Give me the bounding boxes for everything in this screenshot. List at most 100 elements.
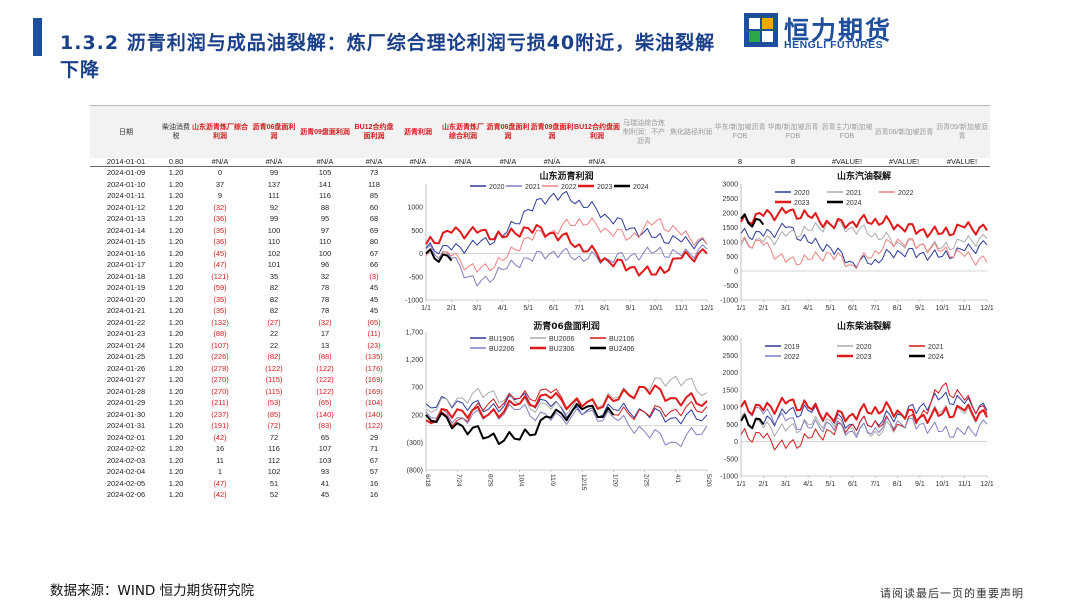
table-cell: 1.20 bbox=[168, 191, 184, 200]
y-tick-label: 1500 bbox=[722, 387, 738, 394]
legend-label: 2021 bbox=[928, 344, 944, 351]
table-cell: (176) bbox=[365, 363, 383, 373]
table-cell: 82 bbox=[269, 294, 279, 304]
table-cell: (226) bbox=[211, 352, 229, 361]
table-cell: 2024-02-04 bbox=[106, 467, 146, 476]
x-tick-label: 1/20 bbox=[611, 474, 618, 487]
table-cell: 72 bbox=[269, 432, 279, 442]
y-tick-label: 2500 bbox=[722, 196, 738, 203]
table-cell: 116 bbox=[319, 191, 331, 200]
table-cell: #N/A bbox=[409, 157, 427, 166]
y-tick-label: -500 bbox=[409, 274, 423, 281]
table-cell: (104) bbox=[365, 398, 383, 407]
y-tick-label: 1,700 bbox=[405, 330, 423, 337]
y-tick-label: 2000 bbox=[722, 370, 738, 377]
x-tick-label: 12/1 bbox=[700, 305, 714, 312]
table-cell: 29 bbox=[369, 432, 379, 442]
table-cell: #N/A bbox=[211, 157, 229, 166]
chart-title: 山东汽油裂解 bbox=[837, 170, 891, 182]
table-cell: 1.20 bbox=[168, 421, 184, 430]
table-row: 2024-01-26 1.20 (278) (122) (122) (176) bbox=[90, 363, 410, 375]
table-cell: 1.20 bbox=[168, 340, 184, 350]
table-cell: 8 bbox=[790, 157, 796, 166]
table-row: 2024-01-09 1.20 0 99 105 73 bbox=[90, 167, 410, 179]
table-cell: 93 bbox=[320, 467, 330, 476]
table-cell: 1.20 bbox=[168, 455, 184, 465]
table-cell: (53) bbox=[267, 398, 281, 407]
table-header-cell: 沥青06盘面利润 bbox=[252, 124, 296, 140]
series-line bbox=[740, 413, 765, 430]
y-tick-label: 1000 bbox=[407, 205, 423, 212]
x-tick-label: 1/1 bbox=[736, 305, 746, 312]
legend-label: 2024 bbox=[633, 184, 649, 191]
table-row: 2024-01-14 1.20 (35) 100 97 69 bbox=[90, 225, 410, 237]
table-cell: 2024-01-26 bbox=[106, 363, 146, 373]
table-cell: 1.20 bbox=[168, 409, 184, 419]
profit-table: 日期 柴油消费税 山东沥青炼厂综合利润 沥青06盘面利润 沥青09盘面利润 BU12合约盘… bbox=[90, 105, 990, 505]
series-line bbox=[740, 404, 988, 437]
table-cell: 96 bbox=[320, 260, 330, 269]
table-cell: 22 bbox=[269, 340, 279, 350]
x-tick-label: 9/1 bbox=[625, 305, 635, 312]
x-tick-label: 6/18 bbox=[424, 474, 431, 487]
table-row: 2024-01-15 1.20 (36) 110 110 80 bbox=[90, 236, 410, 248]
table-header-cell: 沥青06/新加坡沥青 bbox=[874, 128, 934, 136]
series-line bbox=[425, 384, 708, 425]
table-cell: (270) bbox=[211, 375, 229, 384]
table-cell: 22 bbox=[269, 329, 279, 338]
table-cell: #N/A bbox=[499, 157, 517, 166]
x-tick-label: 12/1 bbox=[980, 305, 994, 312]
x-tick-label: 2/1 bbox=[447, 305, 457, 312]
table-cell: 78 bbox=[320, 294, 330, 304]
x-tick-label: 2/25 bbox=[643, 474, 650, 487]
chart-shandong-asphalt-profit: 山东沥青利润 2020 2021 2022 2023 2024 1000 500 0 -500 -1… bbox=[405, 170, 714, 312]
legend-label: BU2106 bbox=[609, 336, 634, 343]
table-cell: 2024-01-28 bbox=[106, 386, 146, 396]
table-cell: 45 bbox=[369, 306, 379, 315]
x-tick-label: 11/9 bbox=[549, 474, 556, 487]
table-cell: (88) bbox=[318, 352, 332, 361]
y-tick-label: 0 bbox=[419, 251, 423, 258]
y-tick-label: 500 bbox=[726, 254, 738, 261]
chart-bu06-futures-profit: 沥青06盘面利润 BU1906 BU2006 BU2106 BU2206 BU2306 BU… bbox=[405, 320, 712, 491]
series-line bbox=[425, 217, 708, 273]
table-cell: (122) bbox=[365, 421, 383, 430]
legend-label: 2024 bbox=[928, 354, 944, 361]
table-row: 2024-01-29 1.20 (211) (53) (65) (104) bbox=[90, 397, 410, 409]
disclaimer-notice: 请阅读最后一页的重要声明 bbox=[880, 587, 1024, 600]
table-header-cell: 焦化路径利润 bbox=[670, 128, 712, 136]
table-cell: 35 bbox=[269, 271, 279, 281]
y-tick-label: 1000 bbox=[722, 405, 738, 412]
table-cell: 2024-01-31 bbox=[106, 421, 146, 430]
table-cell: 57 bbox=[369, 467, 379, 476]
company-logo: 恒力期货 HENGLI FUTURES bbox=[744, 13, 914, 51]
y-tick-label: 2000 bbox=[722, 211, 738, 218]
y-tick-label: 500 bbox=[726, 422, 738, 429]
x-tick-label: 8/29 bbox=[486, 474, 493, 487]
table-cell: 112 bbox=[268, 455, 280, 465]
table-cell: (72) bbox=[267, 421, 281, 430]
legend-label: BU2006 bbox=[549, 336, 574, 343]
y-tick-label: (800) bbox=[407, 468, 423, 475]
table-row: 2024-02-03 1.20 11 112 103 67 bbox=[90, 455, 410, 467]
table-cell: 2024-02-06 bbox=[106, 490, 146, 499]
table-cell: (36) bbox=[213, 214, 227, 223]
table-cell: 2014-01-01 bbox=[106, 157, 146, 166]
x-tick-label: 6/1 bbox=[848, 305, 858, 312]
x-tick-label: 7/1 bbox=[870, 481, 880, 488]
table-header-cell: 华东/新加坡沥青FOB bbox=[714, 124, 766, 140]
table-row: 2024-01-12 1.20 (32) 92 88 60 bbox=[90, 202, 410, 214]
legend-label: BU2206 bbox=[489, 346, 514, 353]
table-cell: (35) bbox=[213, 306, 227, 315]
logo-chinese-text: 恒力期货 bbox=[784, 16, 893, 45]
table-header: 日期 柴油消费税 山东沥青炼厂综合利润 沥青06盘面利润 沥青09盘面利润 BU12合约盘… bbox=[90, 105, 990, 158]
table-row: 2024-01-24 1.20 (107) 22 13 (23) bbox=[90, 340, 410, 352]
table-cell: 2024-01-10 bbox=[106, 179, 146, 189]
x-tick-label: 6/1 bbox=[848, 481, 858, 488]
series-line bbox=[740, 391, 988, 431]
y-tick-label: 2500 bbox=[722, 353, 738, 360]
table-cell: 45 bbox=[369, 283, 379, 292]
table-row: 2024-01-28 1.20 (270) (115) (122) (169) bbox=[90, 386, 410, 398]
y-tick-label: 500 bbox=[411, 228, 423, 235]
table-cell: 97 bbox=[320, 225, 330, 235]
